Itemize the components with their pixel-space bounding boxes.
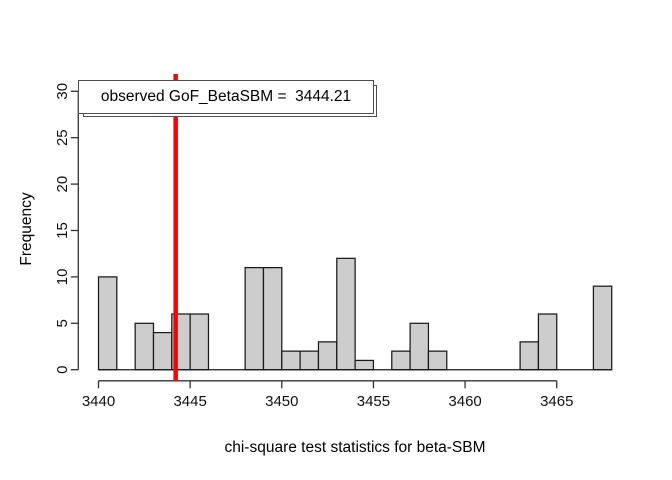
y-tick-label: 5 bbox=[54, 319, 71, 327]
histogram-bar bbox=[134, 322, 155, 371]
histogram-bar bbox=[152, 331, 173, 371]
y-tick-label: 15 bbox=[54, 222, 71, 239]
histogram-bar bbox=[189, 313, 210, 371]
x-tick-label: 3465 bbox=[540, 393, 573, 410]
histogram-bar bbox=[391, 350, 411, 371]
histogram-bar bbox=[244, 266, 265, 371]
x-tick-label: 3450 bbox=[265, 393, 298, 410]
y-tick-label: 20 bbox=[54, 176, 71, 193]
x-axis-title: chi-square test statistics for beta-SBM bbox=[224, 439, 486, 456]
histogram-bar bbox=[336, 257, 356, 371]
x-tick-label: 3460 bbox=[448, 393, 481, 410]
histogram-bar bbox=[97, 276, 118, 371]
histogram-bar bbox=[519, 341, 540, 371]
y-tick-label: 10 bbox=[54, 269, 71, 286]
x-tick-label: 3440 bbox=[82, 393, 115, 410]
histogram-bar bbox=[427, 350, 448, 371]
legend-text: observed GoF_BetaSBM = 3444.21 bbox=[100, 88, 352, 105]
histogram-bar bbox=[281, 350, 301, 371]
histogram-bar bbox=[537, 313, 558, 371]
histogram-bar bbox=[592, 285, 613, 371]
histogram-bar bbox=[317, 341, 338, 371]
y-tick-label: 25 bbox=[54, 129, 71, 146]
histogram-bar bbox=[299, 350, 320, 371]
legend-box: observed GoF_BetaSBM = 3444.21 bbox=[78, 80, 374, 114]
histogram-bar bbox=[262, 266, 283, 371]
y-axis-title: Frequency bbox=[18, 192, 35, 266]
x-tick-label: 3455 bbox=[357, 393, 390, 410]
x-tick-label: 3445 bbox=[173, 393, 206, 410]
histogram-bar bbox=[409, 322, 430, 371]
y-tick-label: 0 bbox=[54, 366, 71, 374]
histogram-bar bbox=[354, 359, 375, 371]
y-tick-label: 30 bbox=[54, 83, 71, 100]
